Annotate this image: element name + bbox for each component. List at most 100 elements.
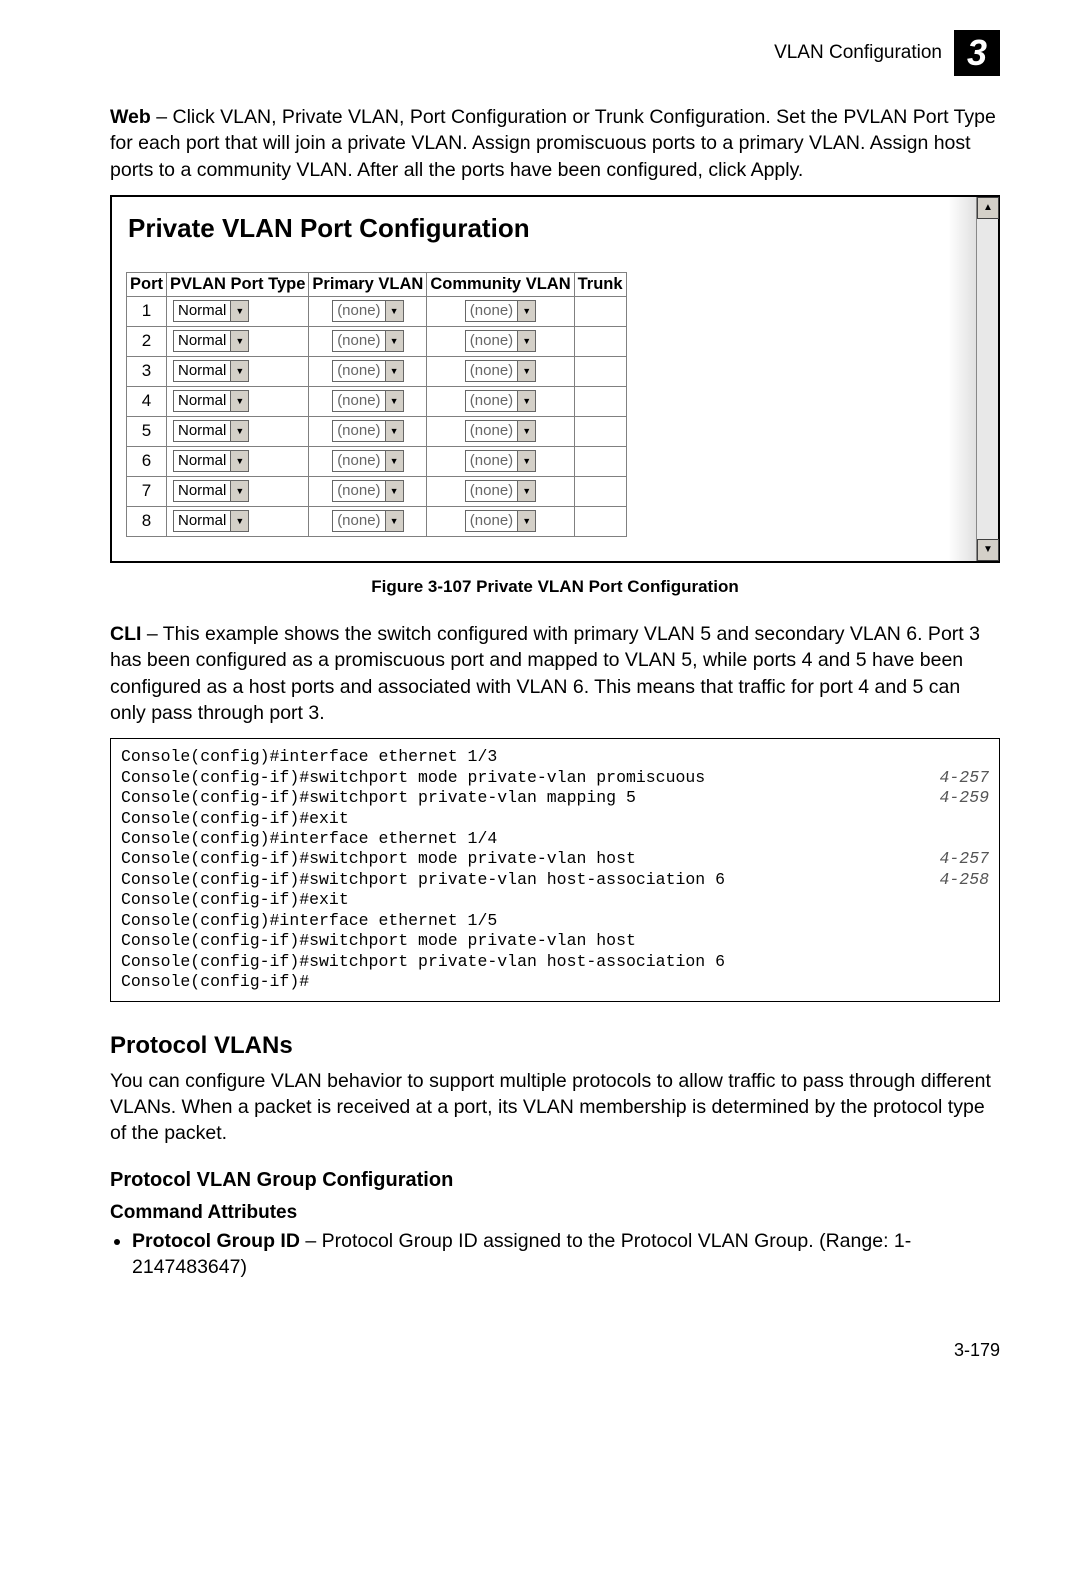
page-header: VLAN Configuration 3 (110, 30, 1000, 76)
primary-vlan-select[interactable]: (none)▼ (332, 330, 403, 352)
community-vlan-select[interactable]: (none)▼ (465, 360, 536, 382)
cell-community: (none)▼ (427, 386, 574, 416)
cli-block: Console(config)#interface ethernet 1/3Co… (110, 738, 1000, 1001)
cli-command: Console(config-if)#exit (121, 809, 349, 829)
cell-trunk (574, 296, 626, 326)
primary-vlan-select[interactable]: (none)▼ (332, 420, 403, 442)
chevron-down-icon: ▼ (230, 421, 248, 441)
scroll-up-icon[interactable]: ▲ (977, 197, 999, 219)
cell-type: Normal▼ (167, 506, 309, 536)
primary-vlan-select[interactable]: (none)▼ (332, 480, 403, 502)
cli-command: Console(config)#interface ethernet 1/4 (121, 829, 497, 849)
table-row: 4 Normal▼ (none)▼ (none)▼ (127, 386, 627, 416)
table-row: 6 Normal▼ (none)▼ (none)▼ (127, 446, 627, 476)
primary-vlan-select[interactable]: (none)▼ (332, 450, 403, 472)
cli-command: Console(config-if)#exit (121, 890, 349, 910)
cell-port: 6 (127, 446, 167, 476)
cell-community: (none)▼ (427, 506, 574, 536)
community-vlan-select[interactable]: (none)▼ (465, 330, 536, 352)
cell-port: 4 (127, 386, 167, 416)
chevron-down-icon: ▼ (517, 301, 535, 321)
primary-vlan-select[interactable]: (none)▼ (332, 510, 403, 532)
cli-line: Console(config-if)#switchport private-vl… (121, 870, 989, 890)
cell-port: 8 (127, 506, 167, 536)
table-row: 7 Normal▼ (none)▼ (none)▼ (127, 476, 627, 506)
col-trunk: Trunk (574, 272, 626, 296)
primary-vlan-select[interactable]: (none)▼ (332, 300, 403, 322)
cli-line: Console(config-if)#switchport mode priva… (121, 849, 989, 869)
cli-page-ref: 4-259 (939, 788, 989, 808)
cli-line: Console(config-if)#switchport private-vl… (121, 788, 989, 808)
cell-port: 1 (127, 296, 167, 326)
table-row: 8 Normal▼ (none)▼ (none)▼ (127, 506, 627, 536)
cell-trunk (574, 386, 626, 416)
table-row: 2 Normal▼ (none)▼ (none)▼ (127, 326, 627, 356)
cell-primary: (none)▼ (309, 356, 427, 386)
chevron-down-icon: ▼ (230, 331, 248, 351)
cell-community: (none)▼ (427, 296, 574, 326)
chevron-down-icon: ▼ (517, 451, 535, 471)
port-type-select[interactable]: Normal▼ (173, 480, 249, 502)
cli-line: Console(config-if)#exit (121, 809, 989, 829)
port-type-select[interactable]: Normal▼ (173, 510, 249, 532)
cli-page-ref: 4-257 (939, 849, 989, 869)
cell-primary: (none)▼ (309, 296, 427, 326)
chevron-down-icon: ▼ (230, 391, 248, 411)
cli-command: Console(config-if)#switchport mode priva… (121, 849, 636, 869)
table-row: 1 Normal▼ (none)▼ (none)▼ (127, 296, 627, 326)
community-vlan-select[interactable]: (none)▼ (465, 300, 536, 322)
port-type-select[interactable]: Normal▼ (173, 420, 249, 442)
cli-lead: CLI (110, 623, 141, 645)
chevron-down-icon: ▼ (385, 391, 403, 411)
cli-line: Console(config-if)#switchport private-vl… (121, 952, 989, 972)
chevron-down-icon: ▼ (385, 451, 403, 471)
col-port: Port (127, 272, 167, 296)
cell-trunk (574, 506, 626, 536)
col-community: Community VLAN (427, 272, 574, 296)
table-row: 5Normal▼(none)▼(none)▼ (127, 416, 627, 446)
port-type-select[interactable]: Normal▼ (173, 300, 249, 322)
cell-community: (none)▼ (427, 476, 574, 506)
chevron-down-icon: ▼ (517, 391, 535, 411)
cli-line: Console(config)#interface ethernet 1/5 (121, 911, 989, 931)
figure-caption: Figure 3-107 Private VLAN Port Configura… (110, 577, 1000, 597)
port-type-select[interactable]: Normal▼ (173, 360, 249, 382)
cell-port: 2 (127, 326, 167, 356)
col-type: PVLAN Port Type (167, 272, 309, 296)
cli-command: Console(config-if)# (121, 972, 309, 992)
protocol-paragraph: You can configure VLAN behavior to suppo… (110, 1068, 1000, 1147)
cell-trunk (574, 476, 626, 506)
header-title: VLAN Configuration (774, 42, 942, 64)
cell-trunk (574, 356, 626, 386)
web-lead: Web (110, 106, 151, 128)
vlan-config-table: Port PVLAN Port Type Primary VLAN Commun… (126, 272, 627, 537)
cli-line: Console(config)#interface ethernet 1/4 (121, 829, 989, 849)
cell-type: Normal▼ (167, 386, 309, 416)
community-vlan-select[interactable]: (none)▼ (465, 510, 536, 532)
chevron-down-icon: ▼ (230, 481, 248, 501)
community-vlan-select[interactable]: (none)▼ (465, 390, 536, 412)
scrollbar[interactable]: ▲ ▼ (976, 197, 998, 561)
primary-vlan-select[interactable]: (none)▼ (332, 360, 403, 382)
community-vlan-select[interactable]: (none)▼ (465, 450, 536, 472)
cell-type: Normal▼ (167, 296, 309, 326)
port-type-select[interactable]: Normal▼ (173, 390, 249, 412)
cell-community: (none)▼ (427, 446, 574, 476)
chevron-down-icon: ▼ (385, 301, 403, 321)
cell-port: 7 (127, 476, 167, 506)
community-vlan-select[interactable]: (none)▼ (465, 420, 536, 442)
chapter-number-icon: 3 (954, 30, 1000, 76)
web-text: – Click VLAN, Private VLAN, Port Configu… (110, 106, 996, 181)
port-type-select[interactable]: Normal▼ (173, 330, 249, 352)
port-type-select[interactable]: Normal▼ (173, 450, 249, 472)
chevron-down-icon: ▼ (385, 361, 403, 381)
cell-trunk (574, 326, 626, 356)
chevron-down-icon: ▼ (230, 511, 248, 531)
chevron-down-icon: ▼ (385, 511, 403, 531)
chevron-down-icon: ▼ (385, 331, 403, 351)
cli-line: Console(config-if)#exit (121, 890, 989, 910)
primary-vlan-select[interactable]: (none)▼ (332, 390, 403, 412)
scroll-down-icon[interactable]: ▼ (977, 539, 999, 561)
cell-type: Normal▼ (167, 476, 309, 506)
community-vlan-select[interactable]: (none)▼ (465, 480, 536, 502)
